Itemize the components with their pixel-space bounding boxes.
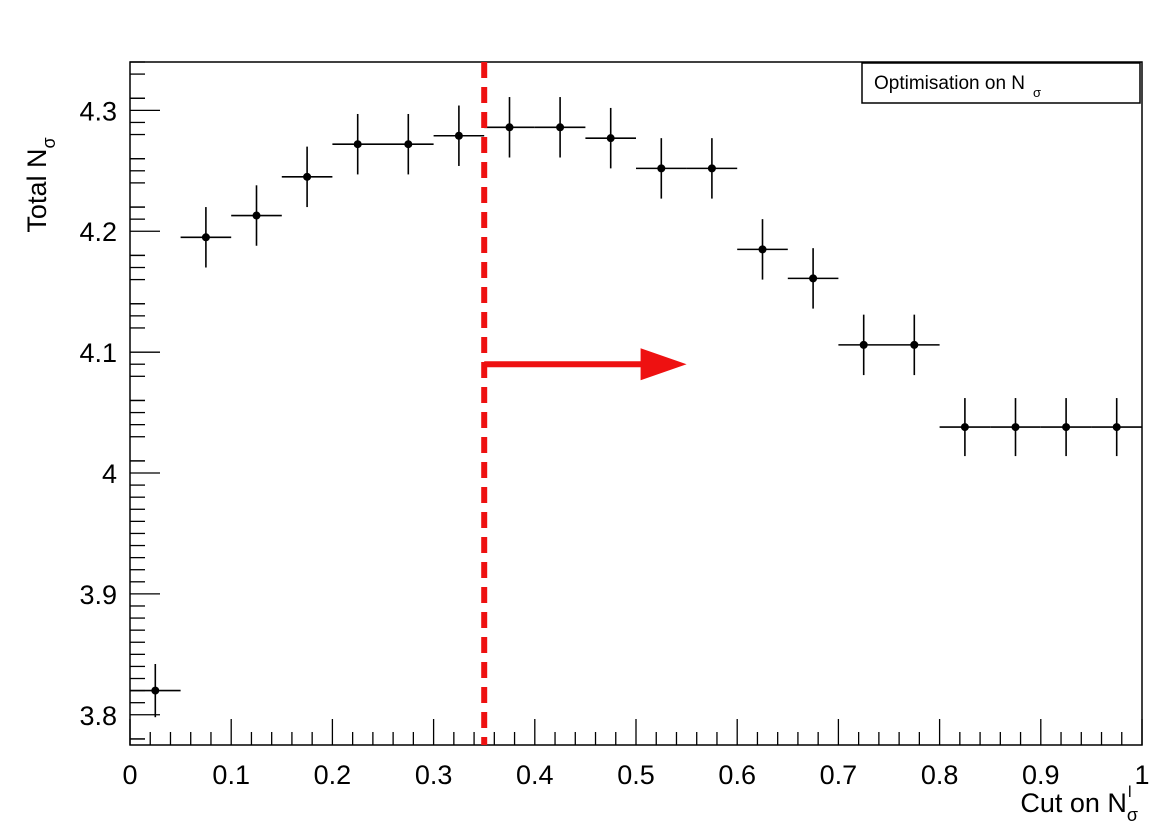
- y-tick-label: 3.8: [79, 701, 117, 731]
- data-point: [484, 97, 535, 158]
- data-point: [636, 138, 687, 199]
- x-tick-label: 0.3: [415, 760, 453, 790]
- x-axis-title: Cut on Nσl: [1020, 784, 1138, 825]
- point-marker: [1011, 423, 1020, 432]
- data-points: [130, 97, 1142, 718]
- data-point: [130, 664, 181, 718]
- data-point: [433, 105, 485, 166]
- x-tick-label: 0.9: [1022, 760, 1060, 790]
- point-marker: [859, 340, 868, 349]
- data-point: [332, 113, 383, 175]
- point-marker: [353, 140, 362, 149]
- point-marker: [404, 140, 413, 149]
- y-tick-label: 4.1: [79, 338, 117, 368]
- point-marker: [201, 233, 210, 242]
- cut-marker: [481, 62, 687, 745]
- data-point: [1040, 398, 1092, 457]
- x-tick-label: 0.2: [314, 760, 352, 790]
- data-point: [180, 207, 232, 268]
- point-marker: [606, 134, 615, 143]
- data-point: [231, 185, 282, 246]
- y-tick-label: 3.9: [79, 580, 117, 610]
- x-axis-ticks: [129, 719, 1143, 745]
- point-marker: [758, 245, 767, 254]
- point-marker: [505, 123, 514, 132]
- data-point: [534, 97, 586, 158]
- point-marker: [1062, 423, 1071, 432]
- data-point: [990, 398, 1041, 457]
- data-point: [686, 138, 738, 199]
- point-marker: [657, 164, 666, 173]
- point-marker: [303, 172, 312, 181]
- x-tick-label: 0.8: [921, 760, 959, 790]
- y-tick-label: 4.2: [79, 217, 117, 247]
- data-point: [787, 248, 839, 309]
- x-tick-label: 1: [1134, 760, 1149, 790]
- x-tick-label: 0.7: [820, 760, 858, 790]
- x-tick-label: 0: [122, 760, 137, 790]
- plot-frame: [129, 61, 1143, 746]
- data-point: [585, 107, 636, 169]
- x-axis-tick-labels: 0 0.1 0.2 0.3 0.4 0.5 0.6 0.7 0.8 0.9 1: [122, 760, 1149, 790]
- point-marker: [252, 211, 261, 220]
- arrow-head: [640, 348, 687, 381]
- data-point: [1091, 398, 1142, 457]
- point-marker: [454, 131, 463, 140]
- y-axis-ticks: [130, 61, 160, 740]
- y-axis-title: Total Nσ: [22, 137, 59, 232]
- data-point: [838, 314, 889, 376]
- point-marker: [1112, 423, 1121, 432]
- data-point: [737, 219, 788, 280]
- point-marker: [910, 340, 919, 349]
- x-tick-label: 0.6: [718, 760, 756, 790]
- point-marker: [960, 423, 969, 432]
- x-tick-label: 0.5: [617, 760, 655, 790]
- data-point: [889, 314, 940, 376]
- y-axis-tick-labels: 3.8 3.9 4 4.1 4.2 4.3: [79, 96, 117, 730]
- point-marker: [556, 123, 565, 132]
- point-marker: [809, 274, 818, 283]
- y-tick-label: 4.3: [79, 96, 117, 126]
- x-tick-label: 0.4: [516, 760, 554, 790]
- point-marker: [151, 686, 160, 695]
- x-tick-label: 0.1: [212, 760, 250, 790]
- data-point: [383, 113, 434, 175]
- y-tick-label: 4: [102, 459, 117, 489]
- data-point: [281, 146, 333, 208]
- data-point: [939, 398, 991, 457]
- point-marker: [707, 164, 716, 173]
